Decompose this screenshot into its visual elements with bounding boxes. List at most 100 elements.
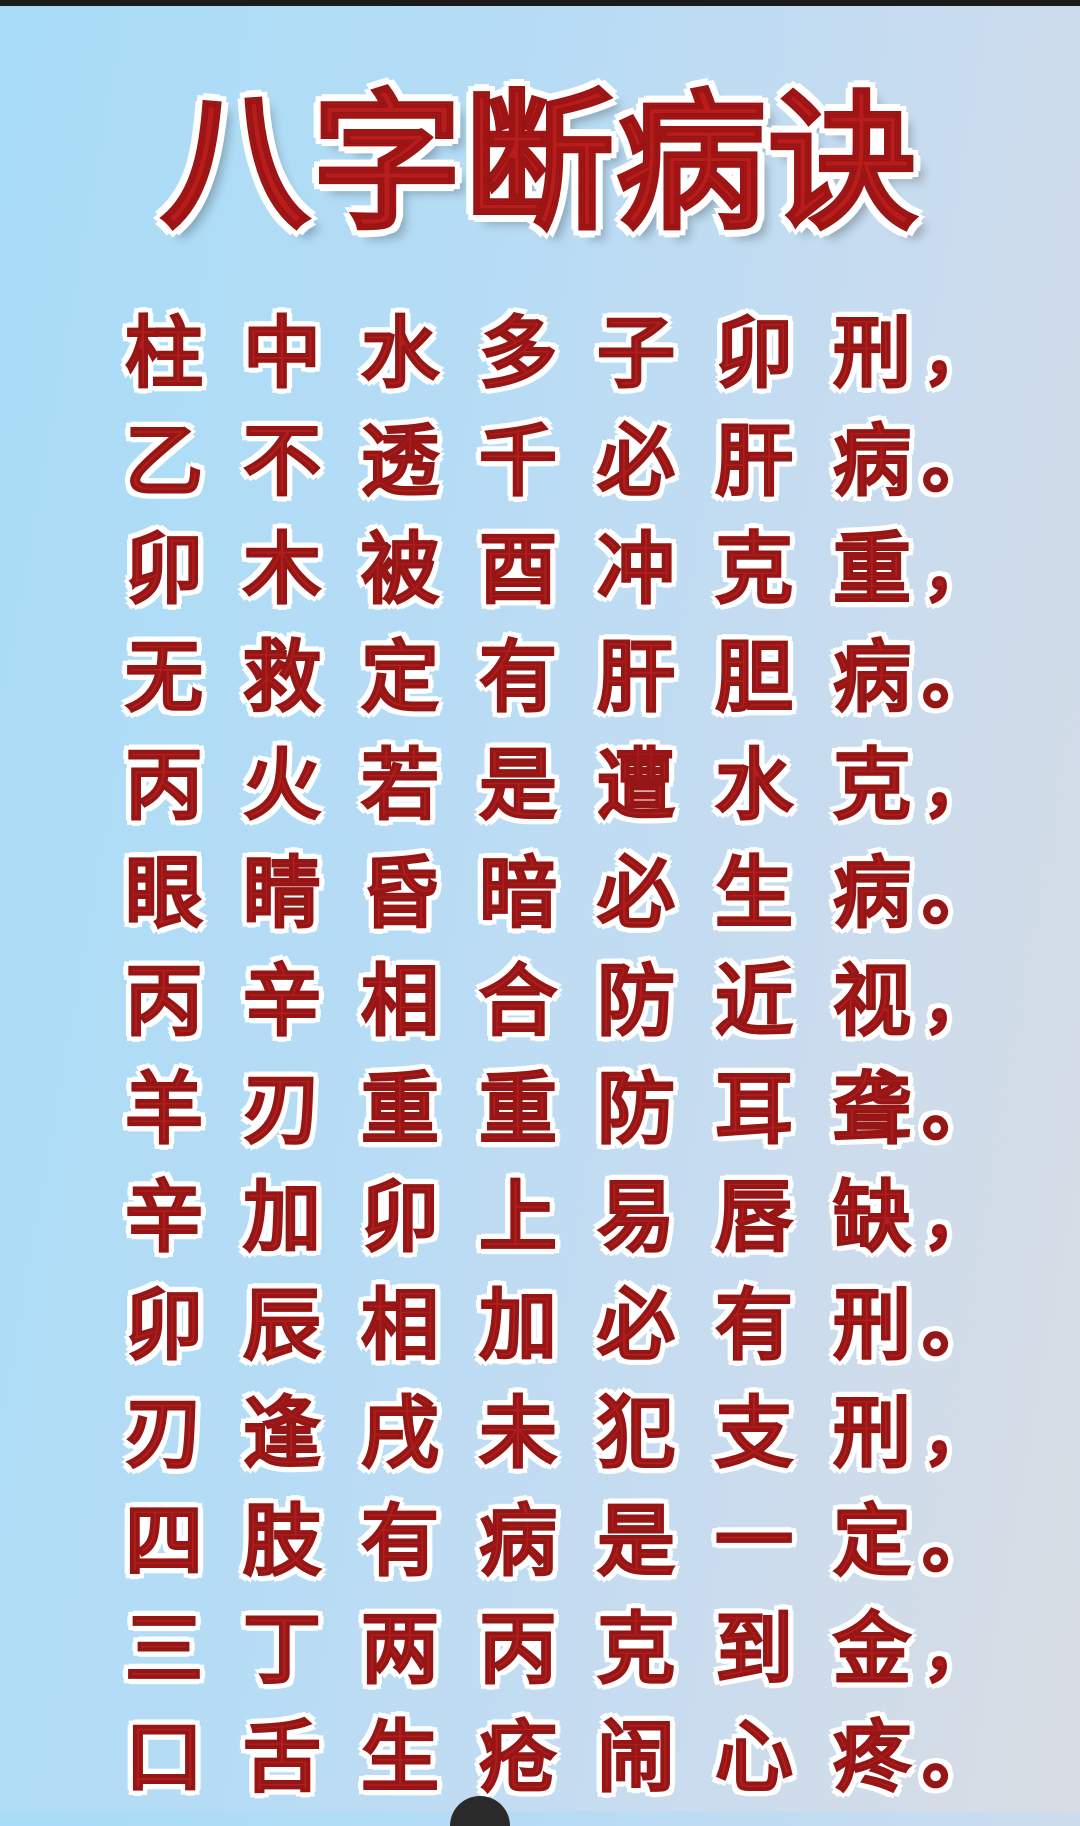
verse-line-10: 卯 辰 相 加 必 有 刑 。: [0, 1272, 1080, 1380]
verse-char: 刃: [242, 1063, 322, 1156]
verse-char: 卯: [124, 1279, 204, 1372]
top-bar: [0, 0, 1080, 6]
verse-line-3: 卯 木 被 酉 冲 克 重 ，: [0, 516, 1080, 624]
verse-char: 千: [478, 415, 558, 508]
verse-char: 生: [360, 1711, 440, 1804]
verse-line-8: 羊 刃 重 重 防 耳 聋 。: [0, 1056, 1080, 1164]
verse-char: 多: [478, 307, 558, 400]
verse-char: 辰: [242, 1279, 322, 1372]
verse-punctuation: 。: [921, 1499, 993, 1584]
verse-char: 刑: [832, 1279, 912, 1372]
verse-char: 克: [714, 523, 794, 616]
verse-line-12: 四 肢 有 病 是 一 定 。: [0, 1488, 1080, 1596]
verse-char: 冲: [596, 523, 676, 616]
verse-punctuation: 。: [921, 1715, 993, 1800]
verse-char: 丙: [124, 739, 204, 832]
verse-line-14: 口 舌 生 疮 闹 心 疼 。: [0, 1704, 1080, 1812]
verse-char: 疮: [478, 1711, 558, 1804]
verse-char: 是: [596, 1495, 676, 1588]
verse-punctuation: 。: [921, 635, 993, 720]
verse-char: 心: [714, 1711, 794, 1804]
verse-char: 酉: [478, 523, 558, 616]
verse-char: 辛: [124, 1171, 204, 1264]
verse-punctuation: ，: [921, 743, 993, 828]
verse-punctuation: ，: [921, 1391, 993, 1476]
verse-char: 克: [832, 739, 912, 832]
verse-char: 有: [478, 631, 558, 724]
verse-char: 上: [478, 1171, 558, 1264]
verse-char: 重: [360, 1063, 440, 1156]
verse-char: 刃: [124, 1387, 204, 1480]
verse-char: 眼: [124, 847, 204, 940]
verse-line-1: 柱 中 水 多 子 卯 刑 ，: [0, 300, 1080, 408]
verse-char: 病: [832, 415, 912, 508]
verse-char: 丁: [242, 1603, 322, 1696]
verse-char: 透: [360, 415, 440, 508]
verse-char: 支: [714, 1387, 794, 1480]
verse-char: 丙: [478, 1603, 558, 1696]
verse-char: 木: [242, 523, 322, 616]
verse-line-13: 三 丁 两 丙 克 到 金 ，: [0, 1596, 1080, 1704]
verse-char: 防: [596, 955, 676, 1048]
verse-char: 聋: [832, 1063, 912, 1156]
verse-char: 丙: [124, 955, 204, 1048]
verse-punctuation: ，: [921, 527, 993, 612]
verse-char: 金: [832, 1603, 912, 1696]
verse-char: 重: [832, 523, 912, 616]
verse-char: 相: [360, 955, 440, 1048]
verse-line-11: 刃 逢 戌 未 犯 支 刑 ，: [0, 1380, 1080, 1488]
verse-char: 病: [832, 631, 912, 724]
verse-char: 视: [832, 955, 912, 1048]
verse-char: 口: [124, 1711, 204, 1804]
verse-punctuation: 。: [921, 419, 993, 504]
verse-char: 若: [360, 739, 440, 832]
verse-char: 柱: [124, 307, 204, 400]
verse-char: 必: [596, 847, 676, 940]
verse-char: 不: [242, 415, 322, 508]
verse-char: 犯: [596, 1387, 676, 1480]
verse-char: 加: [242, 1171, 322, 1264]
verse-char: 耳: [714, 1063, 794, 1156]
verse-char: 未: [478, 1387, 558, 1480]
verse-char: 被: [360, 523, 440, 616]
verse-punctuation: ，: [921, 959, 993, 1044]
verse-char: 病: [478, 1495, 558, 1588]
verse-char: 定: [832, 1495, 912, 1588]
verse-char: 羊: [124, 1063, 204, 1156]
verse-char: 刑: [832, 1387, 912, 1480]
verse-char: 救: [242, 631, 322, 724]
verse-char: 克: [596, 1603, 676, 1696]
verse-char: 肢: [242, 1495, 322, 1588]
verse-char: 卯: [360, 1171, 440, 1264]
verse-char: 戌: [360, 1387, 440, 1480]
verse-punctuation: ，: [921, 1607, 993, 1692]
verse-char: 无: [124, 631, 204, 724]
verse-char: 四: [124, 1495, 204, 1588]
verse-char: 逢: [242, 1387, 322, 1480]
verse-char: 易: [596, 1171, 676, 1264]
verse-char: 相: [360, 1279, 440, 1372]
verse-char: 乙: [124, 415, 204, 508]
verse-punctuation: 。: [921, 851, 993, 936]
verse-char: 辛: [242, 955, 322, 1048]
verse-char: 水: [714, 739, 794, 832]
verse-line-5: 丙 火 若 是 遭 水 克 ，: [0, 732, 1080, 840]
verse-char: 一: [714, 1495, 794, 1588]
verse-char: 三: [124, 1603, 204, 1696]
verse-char: 中: [242, 307, 322, 400]
verse-char: 重: [478, 1063, 558, 1156]
verse-char: 胆: [714, 631, 794, 724]
verse-char: 合: [478, 955, 558, 1048]
verse-char: 防: [596, 1063, 676, 1156]
verse-char: 缺: [832, 1171, 912, 1264]
verse-char: 加: [478, 1279, 558, 1372]
verse-char: 到: [714, 1603, 794, 1696]
verse-punctuation: 。: [921, 1283, 993, 1368]
verse-char: 定: [360, 631, 440, 724]
verse-char: 卯: [124, 523, 204, 616]
verse-char: 必: [596, 415, 676, 508]
verse-line-4: 无 救 定 有 肝 胆 病 。: [0, 624, 1080, 732]
verse-char: 暗: [478, 847, 558, 940]
verse-char: 疼: [832, 1711, 912, 1804]
verse-line-6: 眼 睛 昏 暗 必 生 病 。: [0, 840, 1080, 948]
